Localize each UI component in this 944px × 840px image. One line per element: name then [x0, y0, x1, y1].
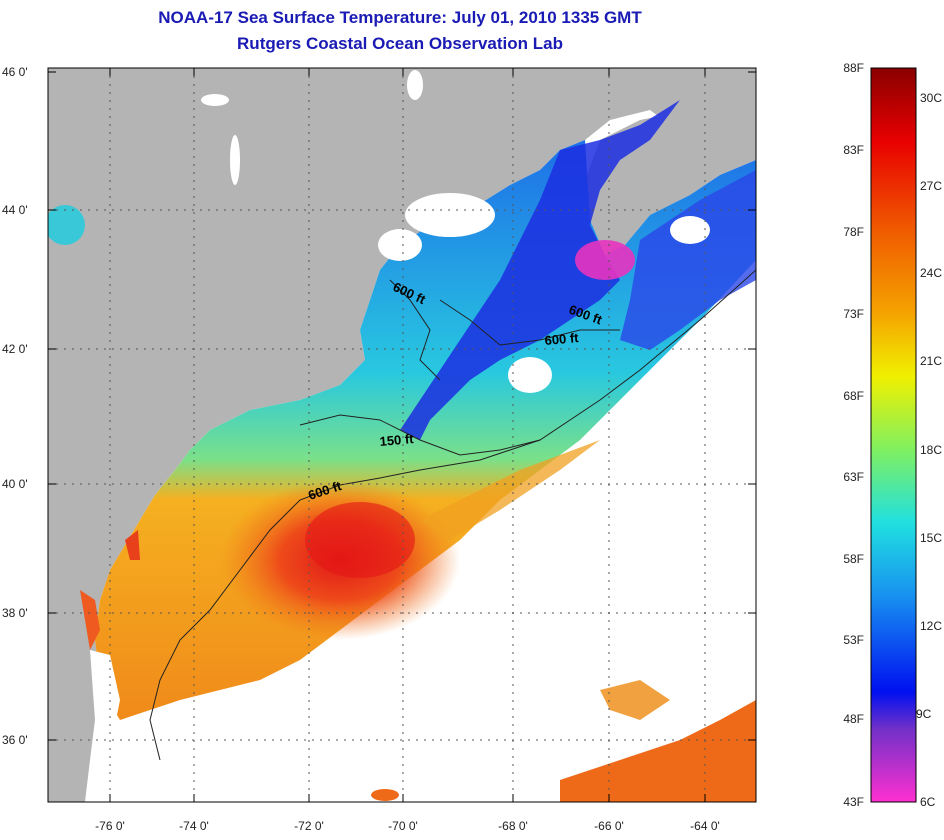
delaware-bay	[125, 530, 140, 560]
cloud-patch	[405, 193, 495, 237]
lat-label: 36 0'	[2, 733, 28, 747]
chesapeake-bay	[80, 590, 100, 650]
lon-label: -76 0'	[95, 819, 125, 833]
lat-label: 40 0'	[2, 477, 28, 491]
lon-label: -72 0'	[294, 819, 324, 833]
cloud-patch	[670, 216, 710, 244]
lon-label: -66 0'	[594, 819, 624, 833]
southern-warm-patch	[560, 700, 756, 802]
map-subtitle: Rutgers Coastal Ocean Observation Lab	[237, 34, 563, 53]
cloud-patch	[508, 357, 552, 393]
offshore-streaks	[420, 440, 600, 540]
lon-label: -68 0'	[498, 819, 528, 833]
lat-label: 42 0'	[2, 342, 28, 356]
contour-label: 600 ft	[544, 330, 580, 348]
contour-label: 150 ft	[379, 431, 415, 449]
map-frame	[47, 67, 757, 803]
lake	[201, 94, 229, 106]
southern-warm-patch-2	[600, 680, 670, 720]
lat-label: 46 0'	[2, 65, 28, 79]
lake	[48, 205, 85, 245]
cloud-patch	[378, 229, 422, 261]
contour-150ft	[299, 414, 541, 456]
contour-600ft-south	[149, 269, 756, 761]
lat-label: 38 0'	[2, 606, 28, 620]
small-warm-patch	[371, 789, 399, 801]
lat-lon-grid	[48, 68, 756, 802]
lon-label: -74 0'	[179, 819, 209, 833]
lat-label: 44 0'	[2, 203, 28, 217]
chesapeake-white	[90, 650, 120, 790]
lon-label: -64 0'	[690, 819, 720, 833]
warm-core-center	[305, 502, 415, 578]
tick-marks	[48, 68, 756, 802]
scotian-shelf-water	[620, 170, 756, 350]
cold-upwelling-spot	[575, 240, 635, 280]
cold-water-region	[400, 100, 680, 440]
lake	[230, 135, 240, 185]
lon-label: -70 0'	[388, 819, 418, 833]
contour-600ft-gulf	[439, 299, 620, 346]
map-title: NOAA-17 Sea Surface Temperature: July 01…	[158, 8, 642, 27]
land-mass	[48, 68, 756, 802]
lake	[407, 70, 423, 100]
